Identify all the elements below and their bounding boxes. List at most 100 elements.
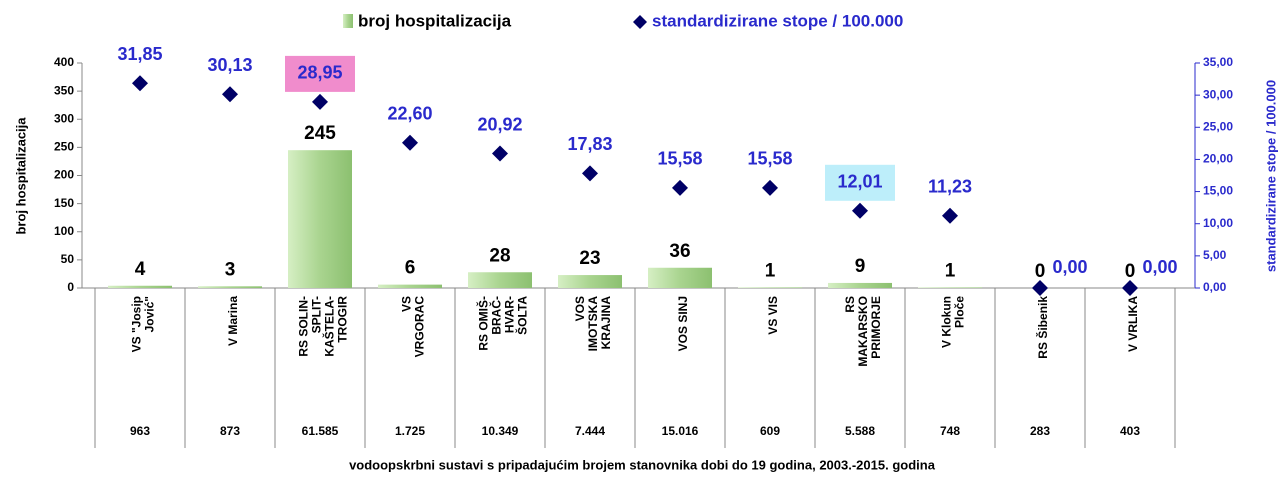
population-label: 609 <box>760 424 780 438</box>
marker-value-label: 15,58 <box>747 149 792 169</box>
marker-value-label: 17,83 <box>567 134 612 154</box>
legend-swatch <box>343 14 353 28</box>
marker-value-label: 11,23 <box>928 177 972 197</box>
y2-tick-label: 25,00 <box>1203 119 1233 133</box>
marker <box>582 165 598 182</box>
x-tick-label: MAKARSKO <box>856 296 870 367</box>
x-tick-label: V Klokun <box>940 296 954 348</box>
legend-label: standardizirane stope / 100.000 <box>652 11 903 30</box>
population-label: 283 <box>1030 424 1050 438</box>
y2-tick-label: 20,00 <box>1203 152 1233 166</box>
marker <box>942 207 958 224</box>
bar <box>198 286 262 288</box>
marker <box>312 93 328 110</box>
label-highlight <box>825 164 895 201</box>
population-label: 5.588 <box>845 424 875 438</box>
bar <box>918 287 982 288</box>
bar-value-label: 245 <box>304 123 336 144</box>
marker <box>132 75 148 92</box>
marker-value-label: 0,00 <box>1052 257 1087 277</box>
population-label: 10.349 <box>482 424 519 438</box>
population-label: 7.444 <box>575 424 605 438</box>
bar <box>108 285 172 288</box>
y-tick-label: 50 <box>61 252 75 266</box>
legend-swatch <box>633 15 647 29</box>
marker-value-label: 12,01 <box>837 172 882 192</box>
bar <box>288 150 352 288</box>
y2-tick-label: 0,00 <box>1203 280 1227 294</box>
bar-value-label: 28 <box>489 245 510 266</box>
marker-value-label: 22,60 <box>387 103 432 123</box>
bar-value-label: 36 <box>669 241 690 262</box>
bar-value-label: 3 <box>225 259 236 280</box>
x-tick-label: RS <box>843 296 857 313</box>
x-tick-label: VRGORAC <box>413 296 427 358</box>
x-tick-label: V Marina <box>226 296 240 346</box>
population-label: 61.585 <box>302 424 339 438</box>
marker-value-label: 28,95 <box>297 63 342 83</box>
x-tick-label: RS OMIŠ- <box>476 296 491 351</box>
population-label: 403 <box>1120 424 1140 438</box>
marker <box>1122 280 1138 296</box>
bar <box>648 267 712 288</box>
y2-tick-label: 30,00 <box>1203 87 1233 101</box>
marker <box>672 179 688 196</box>
bar-value-label: 4 <box>135 259 146 280</box>
x-tick-label: VOS <box>573 296 587 321</box>
y2-tick-label: 15,00 <box>1203 184 1233 198</box>
bar-value-label: 9 <box>855 256 866 277</box>
x-tick-label: RS SOLIN- <box>297 296 311 357</box>
population-label: 1.725 <box>395 424 425 438</box>
x-tick-label: VS VIS <box>766 296 780 335</box>
population-label: 963 <box>130 424 150 438</box>
marker <box>852 202 868 219</box>
x-tick-label: HVAR- <box>503 296 517 333</box>
y-tick-label: 100 <box>54 224 74 238</box>
x-axis-title: vodoopskrbni sustavi s pripadajućim broj… <box>349 457 936 472</box>
x-tick-label: KRAJINA <box>599 296 613 350</box>
x-tick-label: TROGIR <box>336 296 350 343</box>
bar-value-label: 0 <box>1125 261 1136 282</box>
marker <box>222 86 238 103</box>
population-label: 15.016 <box>662 424 699 438</box>
bar-value-label: 1 <box>945 260 956 281</box>
x-tick-label: ŠOLTA <box>515 296 530 335</box>
x-tick-label: IMOTSKA <box>586 296 600 352</box>
bar-value-label: 23 <box>579 248 600 269</box>
y2-tick-label: 35,00 <box>1203 55 1233 69</box>
x-tick-label: VS <box>400 296 414 312</box>
y-tick-label: 0 <box>67 280 74 294</box>
x-tick-label: VS "Josip <box>130 296 144 352</box>
legend-label: broj hospitalizacija <box>358 11 512 30</box>
y2-tick-label: 5,00 <box>1203 248 1227 262</box>
y-tick-label: 200 <box>54 168 74 182</box>
x-tick-label: BRAČ- <box>489 296 504 335</box>
marker-value-label: 0,00 <box>1142 257 1177 277</box>
x-tick-label: VOS SINJ <box>676 296 690 351</box>
x-tick-label: Jović" <box>143 296 157 332</box>
y2-axis-title: standardizirane stope / 100.000 <box>1263 80 1278 272</box>
bar-value-label: 6 <box>405 258 416 279</box>
y-axis-title: broj hospitalizacija <box>13 117 28 235</box>
label-highlight <box>285 55 355 92</box>
bar <box>738 287 802 288</box>
marker <box>762 179 778 196</box>
y-tick-label: 400 <box>54 55 74 69</box>
x-tick-label: PRIMORJE <box>869 296 883 359</box>
y-tick-label: 300 <box>54 111 74 125</box>
population-label: 873 <box>220 424 240 438</box>
bar <box>558 275 622 288</box>
marker-value-label: 31,85 <box>117 44 162 64</box>
x-tick-label: KAŠTELA- <box>322 296 337 357</box>
marker <box>492 145 508 162</box>
marker-value-label: 30,13 <box>207 55 252 75</box>
bar <box>378 284 442 288</box>
legend: broj hospitalizacija standardizirane stop… <box>343 11 903 30</box>
marker <box>1032 280 1048 296</box>
y2-tick-label: 10,00 <box>1203 216 1233 230</box>
y-tick-label: 350 <box>54 83 74 97</box>
x-tick-label: SPLIT- <box>310 296 324 333</box>
bar-value-label: 1 <box>765 260 776 281</box>
x-tick-label: V VRLIKA <box>1126 296 1140 352</box>
